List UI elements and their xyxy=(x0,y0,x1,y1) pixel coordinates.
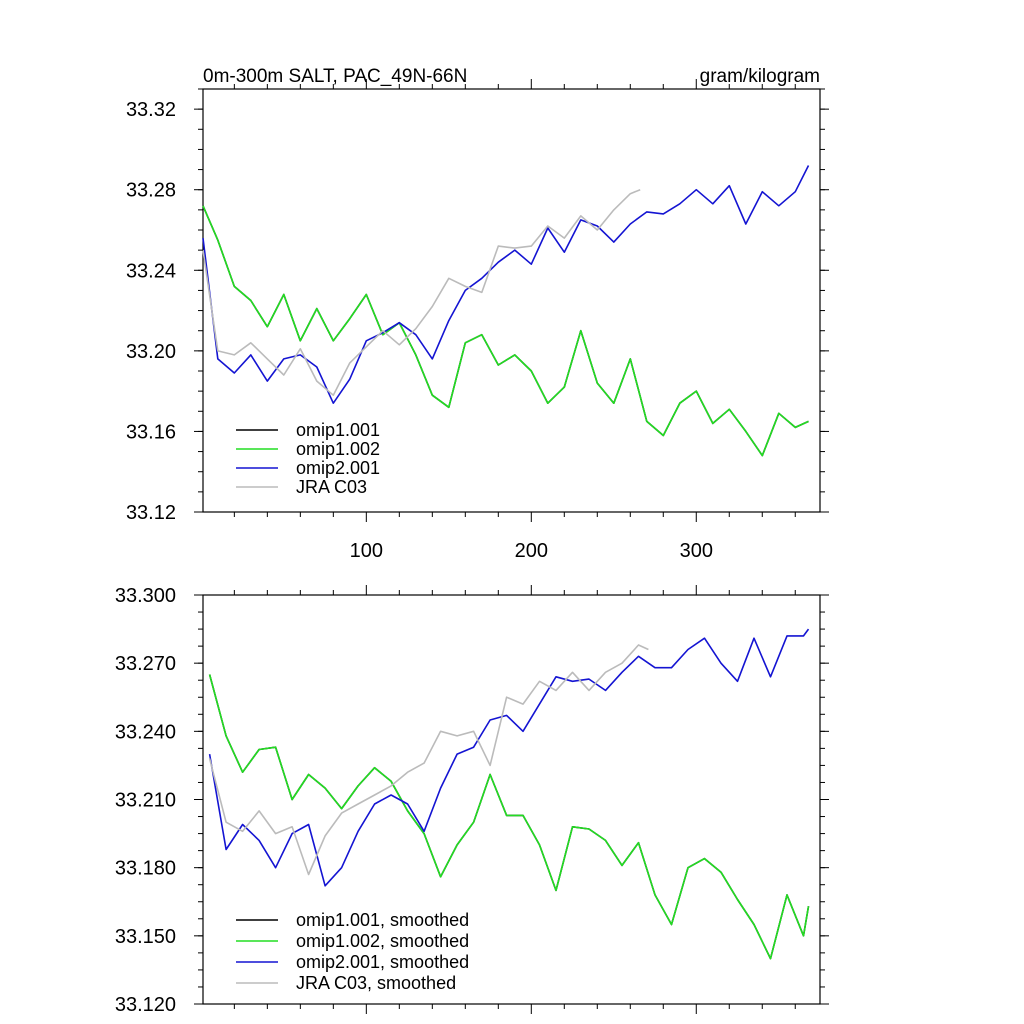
y-tick-label: 33.120 xyxy=(115,994,176,1016)
series-line-3 xyxy=(208,644,649,876)
series-layer xyxy=(208,628,810,960)
y-tick-label: 33.300 xyxy=(115,585,176,607)
legend-label: omip1.002 xyxy=(296,439,380,459)
series-layer xyxy=(202,165,810,457)
legend-label: JRA C03 xyxy=(296,477,367,497)
series-line-2 xyxy=(202,165,810,405)
y-tick-label: 33.150 xyxy=(115,926,176,948)
y-tick-label: 33.20 xyxy=(126,341,176,363)
y-tick-label: 33.32 xyxy=(126,99,176,121)
axis-ticks xyxy=(194,585,829,1014)
series-line-3 xyxy=(202,188,641,397)
y-tick-labels: 33.12 33.16 33.20 33.24 33.28 33.32 xyxy=(126,99,176,524)
y-tick-label: 33.270 xyxy=(115,653,176,675)
y-tick-labels: 33.120 33.150 33.180 33.210 33.240 33.270 33.3… xyxy=(115,585,176,1016)
series-line-0 xyxy=(202,205,809,457)
plot-frame xyxy=(202,88,821,513)
legend-label: omip2.001 xyxy=(296,458,380,478)
series-line-2 xyxy=(208,628,810,887)
units-label: gram/kilogram xyxy=(700,66,820,87)
y-tick-label: 33.24 xyxy=(126,260,176,282)
legend-label: omip1.002, smoothed xyxy=(296,931,469,951)
series-line-1 xyxy=(208,674,810,960)
y-tick-label: 33.16 xyxy=(126,421,176,443)
legend-label: omip2.001, smoothed xyxy=(296,952,469,972)
y-tick-label: 33.240 xyxy=(115,721,176,743)
legend-label: omip1.001 xyxy=(296,420,380,440)
y-tick-label: 33.210 xyxy=(115,790,176,812)
axis-ticks xyxy=(194,79,829,522)
x-tick-labels: 100 200 300 xyxy=(350,540,713,562)
series-line-1 xyxy=(202,205,809,457)
x-tick-label: 100 xyxy=(350,540,383,562)
top-panel: 0m-300m SALT, PAC_49N-66N gram/kilogram … xyxy=(126,66,829,562)
x-tick-label: 300 xyxy=(680,540,713,562)
legend-label: omip1.001, smoothed xyxy=(296,910,469,930)
bottom-panel: 33.120 33.150 33.180 33.210 33.240 33.270 33.3… xyxy=(115,585,829,1016)
x-tick-label: 200 xyxy=(515,540,548,562)
chart-title: 0m-300m SALT, PAC_49N-66N xyxy=(203,66,467,87)
legend-label: JRA C03, smoothed xyxy=(296,973,456,993)
y-tick-label: 33.28 xyxy=(126,180,176,202)
y-tick-label: 33.180 xyxy=(115,858,176,880)
y-tick-label: 33.12 xyxy=(126,502,176,524)
